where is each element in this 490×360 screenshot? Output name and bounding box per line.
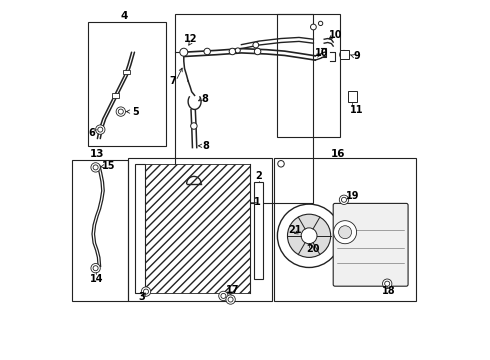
Bar — [145, 164, 250, 293]
Circle shape — [339, 226, 351, 239]
Text: 3: 3 — [138, 292, 145, 302]
Bar — [72, 160, 128, 301]
Circle shape — [339, 195, 349, 204]
Circle shape — [98, 127, 103, 132]
Circle shape — [118, 109, 123, 114]
Bar — [341, 50, 349, 59]
Circle shape — [253, 42, 259, 48]
Text: 8: 8 — [201, 94, 208, 104]
Bar — [135, 164, 145, 293]
Text: 17: 17 — [226, 285, 239, 295]
Circle shape — [180, 48, 188, 56]
Text: 15: 15 — [101, 161, 115, 171]
Text: 21: 21 — [289, 225, 302, 235]
Bar — [175, 14, 314, 203]
Text: 10: 10 — [315, 48, 328, 58]
Circle shape — [219, 291, 228, 301]
Circle shape — [144, 289, 148, 294]
Text: 4: 4 — [121, 11, 128, 21]
Text: 16: 16 — [331, 149, 345, 159]
Bar — [128, 158, 272, 301]
Circle shape — [204, 48, 210, 55]
Circle shape — [141, 287, 151, 296]
Text: 6: 6 — [89, 128, 96, 138]
Text: 11: 11 — [350, 105, 364, 115]
Bar — [112, 93, 119, 98]
Text: 10: 10 — [329, 30, 343, 40]
Circle shape — [226, 295, 235, 304]
Bar — [274, 158, 416, 301]
Text: 7: 7 — [170, 76, 176, 86]
Bar — [254, 182, 263, 279]
Bar — [347, 91, 357, 102]
Circle shape — [221, 293, 226, 298]
Bar — [122, 70, 130, 74]
Bar — [277, 14, 341, 137]
Circle shape — [277, 204, 341, 267]
Circle shape — [91, 163, 100, 172]
Circle shape — [254, 48, 261, 55]
Circle shape — [278, 161, 284, 167]
Text: 18: 18 — [382, 286, 396, 296]
Circle shape — [383, 279, 392, 288]
Circle shape — [235, 48, 240, 53]
Circle shape — [229, 48, 236, 55]
Circle shape — [93, 266, 98, 271]
Text: 13: 13 — [90, 149, 104, 159]
Text: 14: 14 — [90, 274, 103, 284]
Text: 9: 9 — [353, 51, 360, 61]
Circle shape — [318, 21, 323, 26]
Text: 5: 5 — [132, 107, 139, 117]
Circle shape — [93, 165, 98, 170]
Circle shape — [96, 125, 105, 134]
Bar — [88, 22, 166, 146]
Text: 19: 19 — [346, 191, 360, 201]
Circle shape — [91, 264, 100, 273]
Text: 2: 2 — [255, 171, 262, 181]
Text: 8: 8 — [202, 141, 209, 151]
Circle shape — [311, 24, 316, 30]
Circle shape — [288, 214, 331, 257]
Circle shape — [385, 281, 390, 286]
Circle shape — [301, 228, 317, 244]
Circle shape — [191, 123, 197, 129]
FancyBboxPatch shape — [333, 203, 408, 286]
Circle shape — [340, 50, 348, 59]
Text: 1: 1 — [254, 197, 261, 207]
Circle shape — [228, 297, 233, 302]
Text: 12: 12 — [184, 33, 198, 44]
Circle shape — [116, 107, 125, 116]
Text: 20: 20 — [307, 244, 320, 254]
Circle shape — [334, 221, 357, 244]
Circle shape — [342, 197, 346, 202]
